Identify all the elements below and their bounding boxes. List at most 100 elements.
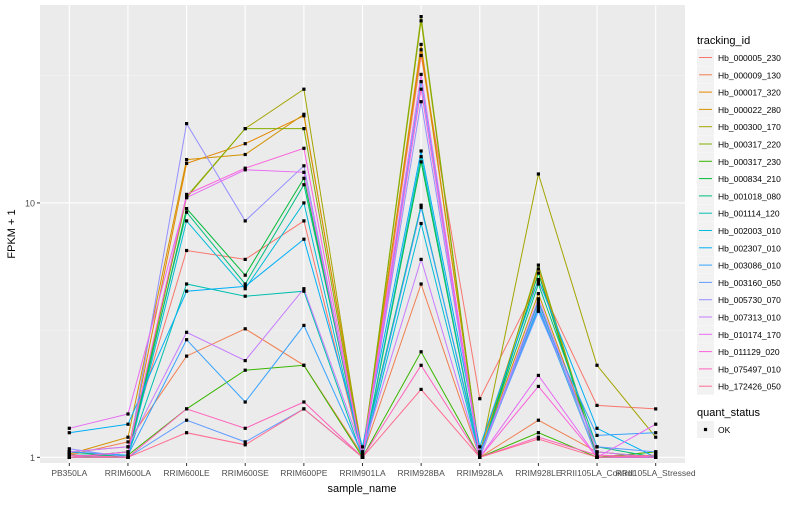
- data-point: [185, 158, 189, 162]
- legend-entry-label: Hb_003086_010: [718, 261, 781, 271]
- data-point: [419, 15, 423, 19]
- data-point: [126, 440, 130, 444]
- legend: tracking_id Hb_000005_230Hb_000009_130Hb…: [697, 35, 781, 438]
- data-point: [478, 450, 482, 454]
- data-point: [243, 257, 247, 261]
- data-point: [654, 435, 658, 439]
- legend-entry-label: Hb_005730_070: [718, 295, 781, 305]
- data-point: [419, 80, 423, 84]
- data-point: [67, 450, 71, 454]
- x-tick-label: RRII105LA_Stressed: [616, 468, 696, 478]
- data-point: [243, 400, 247, 404]
- legend-entry-label: Hb_003160_050: [718, 278, 781, 288]
- data-point: [302, 219, 306, 223]
- data-point: [243, 273, 247, 277]
- data-point: [654, 453, 658, 457]
- data-point: [419, 19, 423, 23]
- data-point: [478, 397, 482, 401]
- legend-entry-label: Hb_000317_220: [718, 140, 781, 150]
- legend-entry-label: Hb_075497_010: [718, 364, 781, 374]
- data-point: [302, 87, 306, 91]
- data-point: [419, 149, 423, 153]
- data-point: [302, 289, 306, 293]
- data-point: [595, 445, 599, 449]
- data-point: [243, 282, 247, 286]
- data-point: [419, 72, 423, 76]
- data-point: [595, 426, 599, 430]
- data-point: [67, 455, 71, 459]
- data-point: [185, 248, 189, 253]
- data-point: [536, 435, 540, 439]
- data-point: [126, 435, 130, 439]
- legend-entry-label: Hb_007313_010: [718, 313, 781, 323]
- data-point: [478, 455, 482, 459]
- data-point: [536, 437, 540, 441]
- data-point: [595, 455, 599, 459]
- data-point: [126, 455, 130, 459]
- data-point: [185, 418, 189, 422]
- data-point: [536, 172, 540, 176]
- data-point: [185, 210, 189, 214]
- y-axis-title: FPKM + 1: [6, 209, 18, 258]
- data-point: [595, 433, 599, 437]
- data-point: [67, 453, 71, 457]
- data-point: [419, 350, 423, 354]
- data-point: [654, 455, 658, 459]
- data-point: [302, 176, 306, 180]
- legend-entry-label: Hb_000317_230: [718, 157, 781, 167]
- data-point: [243, 368, 247, 372]
- data-point: [419, 221, 423, 226]
- legend-entry-label: Hb_002003_010: [718, 226, 781, 236]
- data-point: [595, 450, 599, 454]
- data-point: [419, 100, 423, 104]
- data-point: [302, 363, 306, 367]
- data-point: [185, 219, 189, 223]
- data-point: [126, 422, 130, 426]
- data-point: [419, 160, 423, 164]
- legend-entry-label: Hb_000834_210: [718, 174, 781, 184]
- data-point: [360, 445, 365, 449]
- data-points: [67, 15, 658, 459]
- data-point: [185, 122, 189, 126]
- legend-entry-label: Hb_000017_320: [718, 88, 781, 98]
- data-point: [243, 287, 247, 291]
- data-point: [419, 257, 423, 261]
- data-point: [360, 453, 365, 457]
- legend-entry-label: Hb_001114_120: [718, 209, 780, 219]
- data-point: [536, 297, 540, 301]
- data-point: [419, 42, 423, 46]
- data-point: [302, 323, 306, 327]
- legend-items: Hb_000005_230 Hb_000009_130 Hb_000017_320 H…: [697, 49, 781, 395]
- legend-shape-label: OK: [718, 425, 731, 435]
- legend-entry-label: Hb_010174_170: [718, 330, 781, 340]
- data-point: [302, 400, 306, 404]
- data-point: [419, 48, 423, 52]
- data-point: [185, 338, 189, 342]
- x-tick-label: RRIM928BA: [398, 468, 446, 478]
- data-point: [126, 445, 130, 449]
- data-point: [185, 354, 189, 358]
- data-point: [478, 445, 482, 449]
- data-point: [536, 267, 540, 271]
- data-point: [536, 280, 540, 284]
- data-point: [67, 447, 71, 451]
- y-tick-label: 10: [25, 198, 35, 208]
- legend-entry-label: Hb_011129_020: [718, 347, 780, 357]
- data-point: [126, 453, 130, 457]
- data-point: [243, 127, 247, 131]
- data-point: [536, 373, 540, 377]
- data-point: [419, 203, 423, 207]
- x-tick-label: RRIM600PE: [280, 468, 328, 478]
- legend-entry-label: Hb_002307_010: [718, 243, 781, 253]
- data-point: [243, 426, 247, 430]
- legend-entry-label: Hb_000300_170: [718, 122, 781, 132]
- data-point: [478, 453, 482, 457]
- x-tick-label: PB350LA: [51, 468, 87, 478]
- data-point: [419, 53, 423, 58]
- data-point: [302, 170, 306, 174]
- data-point: [302, 407, 306, 411]
- data-point: [419, 387, 423, 391]
- x-axis-title: sample_name: [327, 483, 396, 495]
